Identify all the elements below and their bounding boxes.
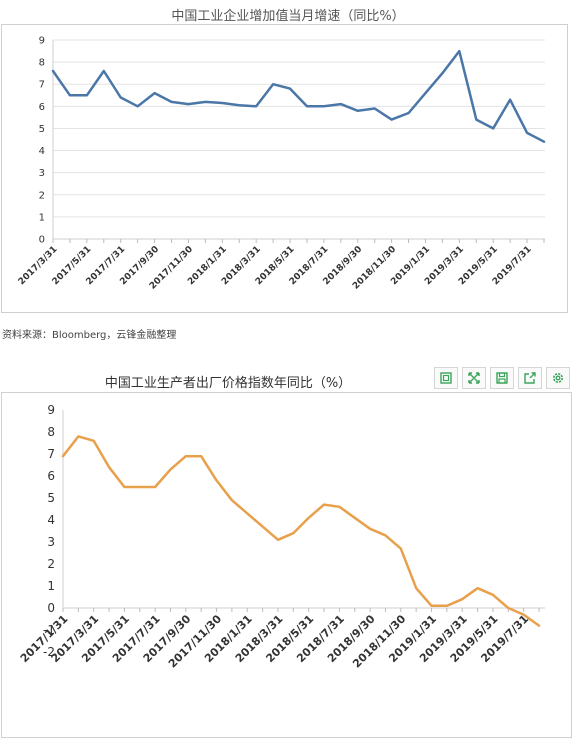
ip-chart-title: 中国工业企业增加值当月增速（同比%） xyxy=(171,9,405,24)
ppi-chart-frame xyxy=(1,392,572,738)
y-tick-label: 0 xyxy=(39,235,45,246)
data-point xyxy=(477,587,479,589)
ip-chart-frame xyxy=(1,24,568,313)
data-point xyxy=(246,512,248,514)
data-point xyxy=(262,526,264,528)
data-point xyxy=(231,499,233,501)
data-point xyxy=(139,486,141,488)
data-point xyxy=(507,607,509,609)
save-icon xyxy=(496,372,508,384)
data-point xyxy=(338,506,340,508)
y-tick-label: 0 xyxy=(47,601,55,615)
y-tick-label: 4 xyxy=(39,146,45,157)
export-icon xyxy=(524,372,536,384)
y-tick-label: 9 xyxy=(47,403,55,417)
y-tick-label: 5 xyxy=(39,124,45,135)
y-tick-label: 1 xyxy=(47,579,55,593)
ip-growth-chart: 01234567892017/3/312017/5/312017/7/31201… xyxy=(17,36,546,292)
data-point xyxy=(400,548,402,550)
y-tick-label: 9 xyxy=(39,36,45,47)
y-tick-label: 6 xyxy=(39,102,45,113)
y-tick-label: 2 xyxy=(39,190,45,201)
y-tick-label: -2 xyxy=(43,645,55,659)
data-point xyxy=(200,455,202,457)
y-tick-label: 1 xyxy=(39,212,45,223)
data-point xyxy=(77,435,79,437)
data-point xyxy=(169,468,171,470)
y-tick-label: 2 xyxy=(47,557,55,571)
y-tick-label: 3 xyxy=(39,168,45,179)
data-point xyxy=(369,528,371,530)
data-point xyxy=(308,517,310,519)
source-note: 资料来源：Bloomberg，云锋金融整理 xyxy=(2,330,177,341)
y-tick-label: 4 xyxy=(47,513,55,527)
data-point xyxy=(154,486,156,488)
ppi-chart-title: 中国工业生产者出厂价格指数年同比（%） xyxy=(104,376,352,391)
y-tick-label: -1 xyxy=(43,623,55,637)
restore-button[interactable] xyxy=(434,367,458,389)
data-point xyxy=(277,539,279,541)
settings-icon xyxy=(553,373,563,383)
data-point xyxy=(93,440,95,442)
y-tick-label: 7 xyxy=(47,447,55,461)
data-point xyxy=(415,587,417,589)
series-line xyxy=(51,49,546,143)
data-point xyxy=(62,455,64,457)
data-point xyxy=(354,517,356,519)
expand-icon xyxy=(468,372,480,384)
settings-button[interactable] xyxy=(546,367,570,389)
save-button[interactable] xyxy=(490,367,514,389)
data-point xyxy=(292,532,294,534)
y-tick-label: 3 xyxy=(47,535,55,549)
y-tick-label: 8 xyxy=(39,58,45,69)
y-tick-label: 7 xyxy=(39,80,45,91)
data-point xyxy=(323,504,325,506)
data-point xyxy=(384,534,386,536)
data-point xyxy=(538,625,540,627)
y-tick-label: 8 xyxy=(47,425,55,439)
y-tick-label: 6 xyxy=(47,469,55,483)
data-point xyxy=(216,479,218,481)
data-point xyxy=(461,598,463,600)
data-point xyxy=(492,594,494,596)
chart-toolbar xyxy=(434,367,570,389)
expand-button[interactable] xyxy=(462,367,486,389)
export-button[interactable] xyxy=(518,367,542,389)
data-point xyxy=(123,486,125,488)
data-point xyxy=(185,455,187,457)
series-line xyxy=(61,435,541,627)
restore-icon xyxy=(440,372,452,384)
y-tick-label: 5 xyxy=(47,491,55,505)
data-point xyxy=(431,605,433,607)
data-point xyxy=(523,614,525,616)
data-point xyxy=(108,466,110,468)
data-point xyxy=(446,605,448,607)
